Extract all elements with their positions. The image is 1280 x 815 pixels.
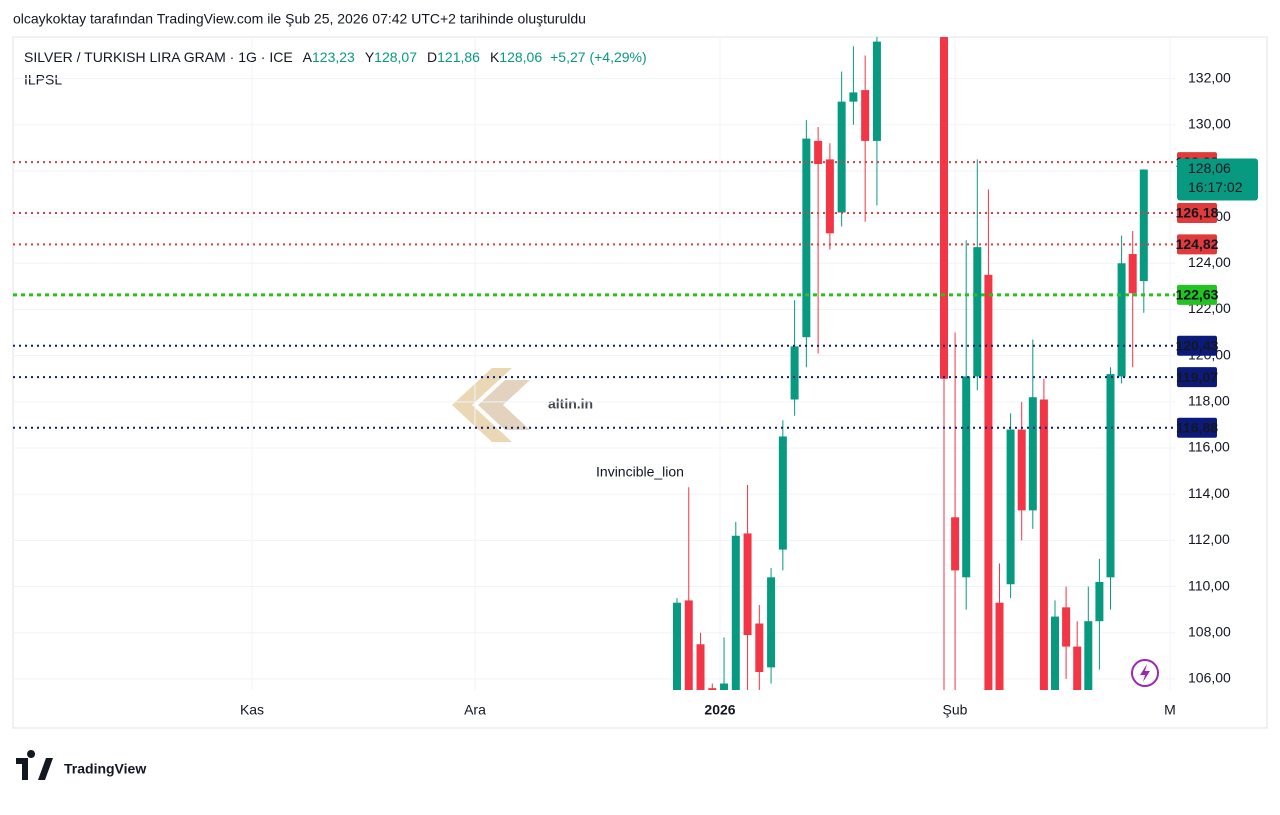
change: +5,27 (+4,29%) <box>550 49 647 65</box>
candle-body <box>755 623 764 672</box>
candle-body <box>790 346 799 400</box>
candle-body <box>973 247 982 377</box>
level-label: 119,07 <box>1176 369 1218 385</box>
candle-body <box>1006 429 1015 585</box>
candle-body <box>708 688 717 690</box>
ohlc-value: 121,86 <box>437 49 480 65</box>
candle-body <box>825 159 834 234</box>
alert-bolt <box>1140 664 1150 682</box>
candle-body <box>731 535 740 690</box>
candle-body <box>1039 399 1048 690</box>
candle-body <box>940 37 948 379</box>
candle-body <box>872 41 881 141</box>
candle-body <box>1106 374 1115 578</box>
candle-body <box>837 101 846 213</box>
y-tick-label: 106,00 <box>1188 670 1231 686</box>
candle-body <box>720 683 729 690</box>
ohlc-key: A <box>303 49 313 65</box>
level-tag <box>1177 284 1217 305</box>
x-tick-label: Kas <box>240 702 264 718</box>
candle-body <box>1062 607 1071 647</box>
level-label: 120,43 <box>1176 337 1219 353</box>
candle-body <box>684 600 693 690</box>
candle-body <box>1139 169 1148 282</box>
level-label: 124,82 <box>1176 236 1219 252</box>
candle-body <box>995 602 1004 690</box>
level-tag <box>1177 335 1217 356</box>
candle-body <box>951 517 960 571</box>
ohlc-key: D <box>427 49 437 65</box>
symbol-header: SILVER / TURKISH LIRA GRAM · 1G · ICE A12… <box>24 49 647 65</box>
symbol: SILVER / TURKISH LIRA GRAM · 1G · ICE <box>24 49 293 65</box>
frame <box>12 36 1268 729</box>
level-label: 126,18 <box>1176 205 1219 221</box>
watermark: altin.in <box>548 396 593 412</box>
candle-body <box>984 274 993 690</box>
level-label: 116,88 <box>1176 419 1218 435</box>
y-tick-label: 132,00 <box>1188 69 1231 85</box>
candle-body <box>1017 429 1026 511</box>
y-tick-label: 114,00 <box>1188 485 1230 501</box>
y-tick-label: 108,00 <box>1188 623 1231 639</box>
y-tick-label: 130,00 <box>1188 115 1231 131</box>
candle-body <box>1095 581 1104 622</box>
candle-body <box>767 577 776 668</box>
ohlc-key: Y <box>365 49 375 65</box>
candle-body <box>743 533 752 636</box>
candle-body <box>1084 621 1093 690</box>
candle-body <box>962 376 971 578</box>
level-tag <box>1177 367 1217 388</box>
countdown: 16:17:02 <box>1188 179 1243 195</box>
ohlc-key: K <box>490 49 500 65</box>
candle-body <box>849 92 858 102</box>
level-tag <box>1177 202 1217 223</box>
candle-body <box>814 140 823 164</box>
y-tick-label: 124,00 <box>1188 254 1231 270</box>
y-tick-label: 110,00 <box>1188 577 1230 593</box>
last-price-tag <box>1177 158 1258 201</box>
candle-body <box>696 644 705 690</box>
brand-logo <box>16 750 53 780</box>
y-tick-label: 116,00 <box>1188 439 1230 455</box>
level-tag <box>1177 417 1217 438</box>
brand: TradingView <box>64 761 146 777</box>
candle-body <box>861 90 870 141</box>
level-label: 122,63 <box>1176 287 1219 303</box>
candle-body <box>1128 254 1137 294</box>
x-tick-label: 2026 <box>704 702 735 718</box>
ohlc-value: 128,07 <box>374 49 417 65</box>
ohlc-value: 128,06 <box>499 49 542 65</box>
ohlc-value: 123,23 <box>312 49 355 65</box>
caption: olcaykoktay tarafından TradingView.com i… <box>13 11 586 27</box>
candle-body <box>1117 263 1126 377</box>
author: Invincible_lion <box>596 464 684 480</box>
last-price: 128,06 <box>1188 160 1231 176</box>
candle-body <box>778 436 787 550</box>
x-tick-label: M <box>1164 702 1176 718</box>
y-tick-label: 118,00 <box>1188 393 1230 409</box>
indicator: ILPSL <box>24 72 62 88</box>
candle-body <box>1073 646 1082 690</box>
alert-icon[interactable] <box>1131 659 1159 687</box>
x-tick-label: Ara <box>464 702 486 718</box>
watermark-logo <box>452 368 530 442</box>
y-tick-label: 112,00 <box>1188 531 1230 547</box>
level-tag <box>1177 234 1217 255</box>
x-tick-label: Şub <box>943 702 968 718</box>
candle-body <box>673 602 681 690</box>
candle-body <box>802 138 811 338</box>
candle-body <box>1051 616 1059 690</box>
candle-body <box>1028 397 1037 511</box>
